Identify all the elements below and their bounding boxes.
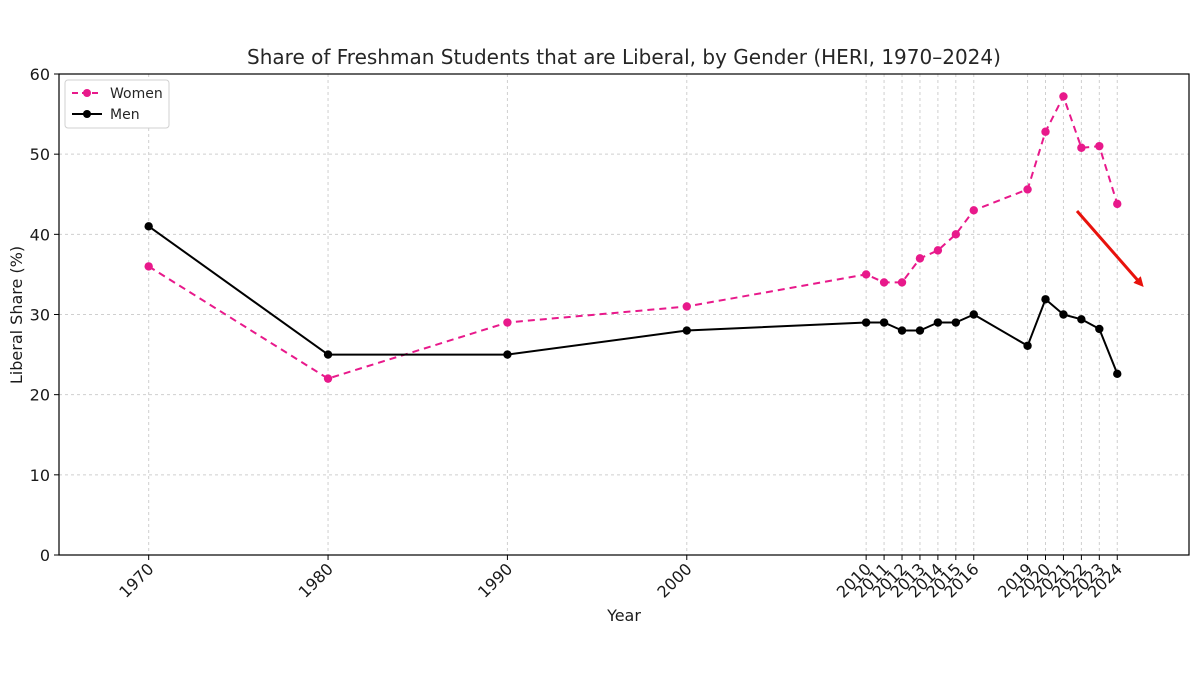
x-tick-label: 1990 xyxy=(474,559,516,601)
chart-title: Share of Freshman Students that are Libe… xyxy=(247,45,1001,69)
y-tick-label: 40 xyxy=(30,225,50,244)
legend: Women Men xyxy=(64,79,170,129)
y-tick-label: 10 xyxy=(30,466,50,485)
data-point-men xyxy=(861,318,871,327)
series-line-men xyxy=(148,225,1119,375)
data-point-men xyxy=(323,350,333,359)
legend-women-label: Women xyxy=(110,86,163,102)
data-point-women xyxy=(1041,127,1050,136)
legend-men-label: Men xyxy=(110,107,140,123)
data-point-women xyxy=(1077,143,1086,152)
data-point-women xyxy=(915,254,925,263)
y-tick-label: 60 xyxy=(30,65,50,84)
data-point-women xyxy=(897,278,907,287)
data-point-men xyxy=(1095,324,1104,334)
legend-frame xyxy=(64,79,170,129)
data-point-men xyxy=(1113,369,1122,379)
y-tick-label: 0 xyxy=(40,546,50,565)
series-layer xyxy=(144,92,1122,383)
data-point-men xyxy=(144,222,153,231)
data-point-women xyxy=(682,302,691,311)
data-point-women xyxy=(323,374,333,383)
data-point-women xyxy=(1023,185,1032,194)
data-point-men xyxy=(969,310,978,319)
x-axis-label: Year xyxy=(606,606,641,625)
data-point-women xyxy=(861,270,871,279)
data-point-men xyxy=(951,318,961,327)
x-tick-label: 1970 xyxy=(115,559,157,601)
trend-arrow xyxy=(1075,210,1144,288)
data-point-men xyxy=(503,350,512,359)
y-tick-label: 30 xyxy=(30,306,50,325)
data-point-women xyxy=(1113,199,1122,209)
data-point-men xyxy=(933,318,943,327)
data-point-men xyxy=(1077,315,1086,324)
x-tick-label: 1980 xyxy=(295,559,337,601)
data-point-men xyxy=(879,318,889,327)
data-point-women xyxy=(951,230,961,239)
data-point-women xyxy=(879,278,889,287)
legend-women-marker xyxy=(83,89,91,97)
data-point-women xyxy=(933,246,943,255)
data-point-women xyxy=(1059,92,1068,101)
data-point-men xyxy=(1041,295,1050,304)
data-point-women xyxy=(969,206,978,215)
data-point-women xyxy=(1095,141,1104,151)
data-point-women xyxy=(503,318,512,327)
legend-men-marker xyxy=(83,110,91,118)
data-point-men xyxy=(897,326,907,335)
data-point-men xyxy=(682,326,691,335)
data-point-women xyxy=(144,262,153,271)
data-point-men xyxy=(1023,341,1032,350)
series-line-women xyxy=(148,95,1119,380)
grid-layer xyxy=(59,73,1189,556)
data-point-men xyxy=(1059,310,1068,319)
y-tick-label: 50 xyxy=(30,145,50,164)
data-point-men xyxy=(915,326,925,335)
y-axis-label: Liberal Share (%) xyxy=(7,246,26,384)
x-tick-label: 2000 xyxy=(653,559,695,601)
y-tick-label: 20 xyxy=(30,386,50,405)
